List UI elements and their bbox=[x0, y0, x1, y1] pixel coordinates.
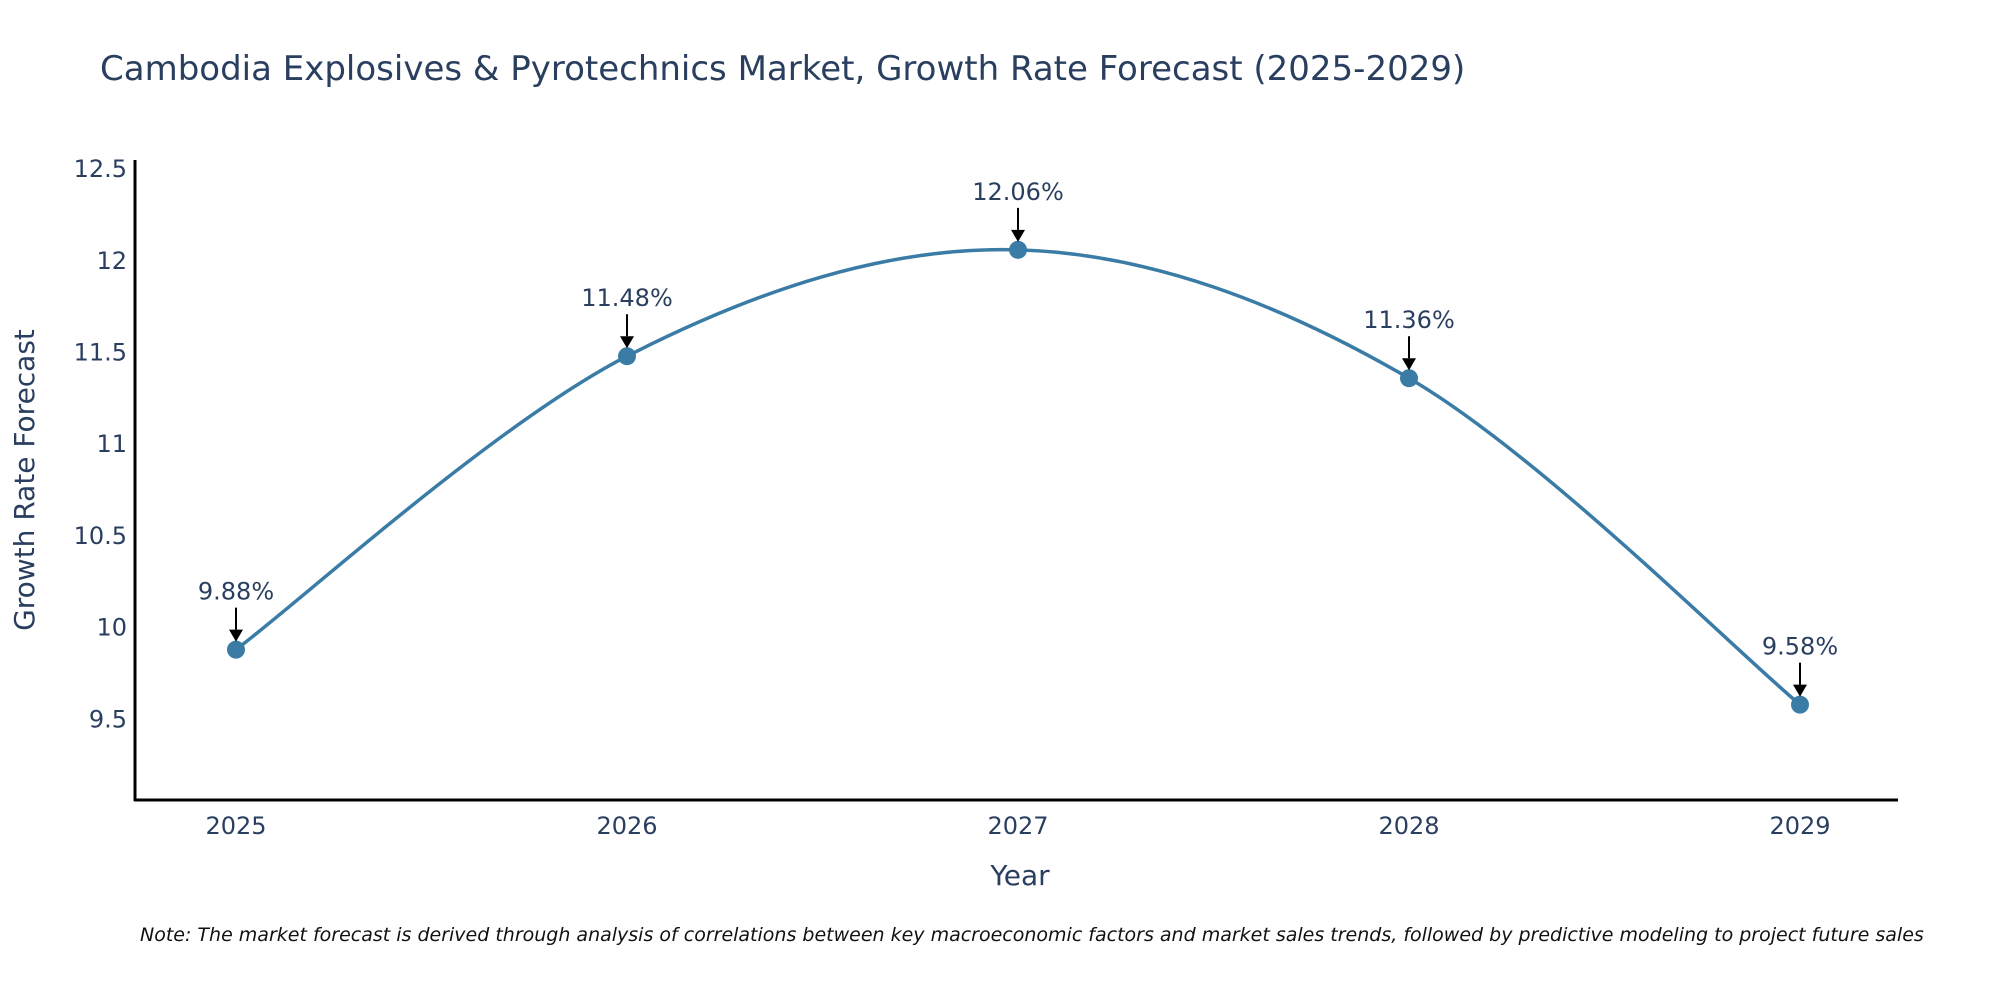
y-tick-label: 11.5 bbox=[74, 339, 127, 367]
data-label: 12.06% bbox=[972, 178, 1064, 206]
x-tick-label: 2027 bbox=[987, 812, 1048, 840]
x-axis-ticks: 2025 2026 2027 2028 2029 bbox=[205, 812, 1830, 840]
annotation-arrow-head bbox=[1793, 684, 1807, 697]
annotation-arrow-head bbox=[229, 629, 243, 642]
data-label: 9.58% bbox=[1762, 633, 1838, 661]
data-annotation: 11.48% bbox=[581, 284, 673, 349]
y-axis-ticks: 9.5 10 10.5 11 11.5 12 12.5 bbox=[74, 155, 127, 733]
x-tick-label: 2029 bbox=[1769, 812, 1830, 840]
annotation-arrow-head bbox=[620, 336, 634, 349]
data-annotation: 11.36% bbox=[1363, 306, 1455, 371]
data-annotations: 9.88% 11.48% 12.06% 11.36% 9.58% bbox=[198, 178, 1838, 697]
data-label: 11.36% bbox=[1363, 306, 1455, 334]
y-tick-label: 11 bbox=[96, 430, 127, 458]
y-tick-label: 9.5 bbox=[89, 705, 127, 733]
data-point bbox=[1791, 695, 1809, 714]
data-annotation: 12.06% bbox=[972, 178, 1064, 242]
data-point bbox=[1400, 369, 1418, 388]
y-tick-label: 10 bbox=[96, 614, 127, 642]
data-annotation: 9.58% bbox=[1762, 633, 1838, 697]
forecast-note: Note: The market forecast is derived thr… bbox=[140, 924, 1924, 946]
y-tick-label: 10.5 bbox=[74, 522, 127, 550]
chart-title: Cambodia Explosives & Pyrotechnics Marke… bbox=[100, 49, 1465, 89]
annotation-arrow-head bbox=[1011, 229, 1025, 242]
data-point bbox=[227, 640, 245, 659]
data-annotation: 9.88% bbox=[198, 578, 274, 642]
x-tick-label: 2025 bbox=[205, 812, 266, 840]
data-point bbox=[1009, 240, 1027, 259]
data-point bbox=[618, 347, 636, 366]
y-tick-label: 12 bbox=[96, 247, 127, 275]
x-tick-label: 2028 bbox=[1378, 812, 1439, 840]
y-axis-title: Growth Rate Forecast bbox=[8, 329, 41, 631]
y-tick-label: 12.5 bbox=[74, 155, 127, 183]
data-points bbox=[227, 240, 1809, 714]
data-label: 11.48% bbox=[581, 284, 673, 312]
x-tick-label: 2026 bbox=[596, 812, 657, 840]
data-label: 9.88% bbox=[198, 578, 274, 606]
series-line bbox=[234, 247, 1802, 706]
annotation-arrow-head bbox=[1402, 358, 1416, 371]
x-axis-title: Year bbox=[989, 859, 1050, 892]
